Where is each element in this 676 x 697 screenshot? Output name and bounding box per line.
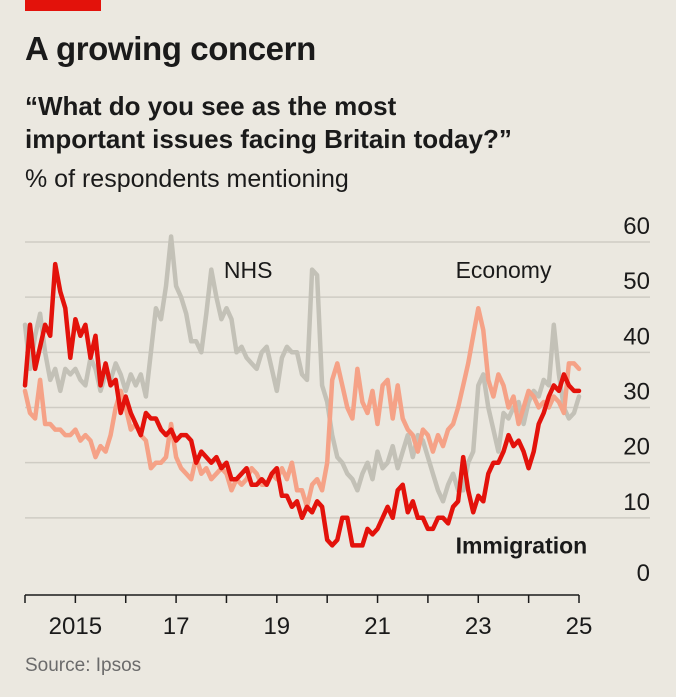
x-tick-label-17: 17 bbox=[163, 613, 190, 640]
x-tick-label-2015: 2015 bbox=[49, 613, 102, 640]
y-tick-label-10: 10 bbox=[623, 489, 650, 516]
source-note: Source: Ipsos bbox=[25, 655, 142, 676]
y-tick-label-20: 20 bbox=[623, 434, 650, 461]
y-tick-label-0: 0 bbox=[637, 560, 650, 587]
y-tick-label-30: 30 bbox=[623, 379, 650, 406]
subtitle-line-1: “What do you see as the most bbox=[25, 91, 397, 121]
series-label-economy: Economy bbox=[456, 257, 552, 283]
series-line-nhs bbox=[22, 234, 582, 504]
x-tick-label-19: 19 bbox=[263, 613, 290, 640]
y-tick-label-60: 60 bbox=[623, 213, 650, 240]
x-tick-label-23: 23 bbox=[465, 613, 492, 640]
x-tick-label-21: 21 bbox=[364, 613, 391, 640]
chart-subtitle: “What do you see as the most important i… bbox=[25, 90, 512, 156]
subtitle-line-2: important issues facing Britain today?” bbox=[25, 124, 512, 154]
series-label-immigration: Immigration bbox=[456, 533, 588, 559]
x-tick-label-25: 25 bbox=[566, 613, 593, 640]
series-line-immigration bbox=[22, 261, 582, 548]
accent-bar bbox=[25, 0, 101, 11]
y-tick-label-40: 40 bbox=[623, 323, 650, 350]
series-label-nhs: NHS bbox=[224, 257, 273, 283]
line-chart: 0 10 20 30 40 50 60 2015 17 19 21 23 25 NHS Economy Im… bbox=[22, 213, 650, 640]
y-tick-label-50: 50 bbox=[623, 268, 650, 295]
chart-title: A growing concern bbox=[25, 30, 316, 67]
chart-unit: % of respondents mentioning bbox=[25, 165, 349, 193]
